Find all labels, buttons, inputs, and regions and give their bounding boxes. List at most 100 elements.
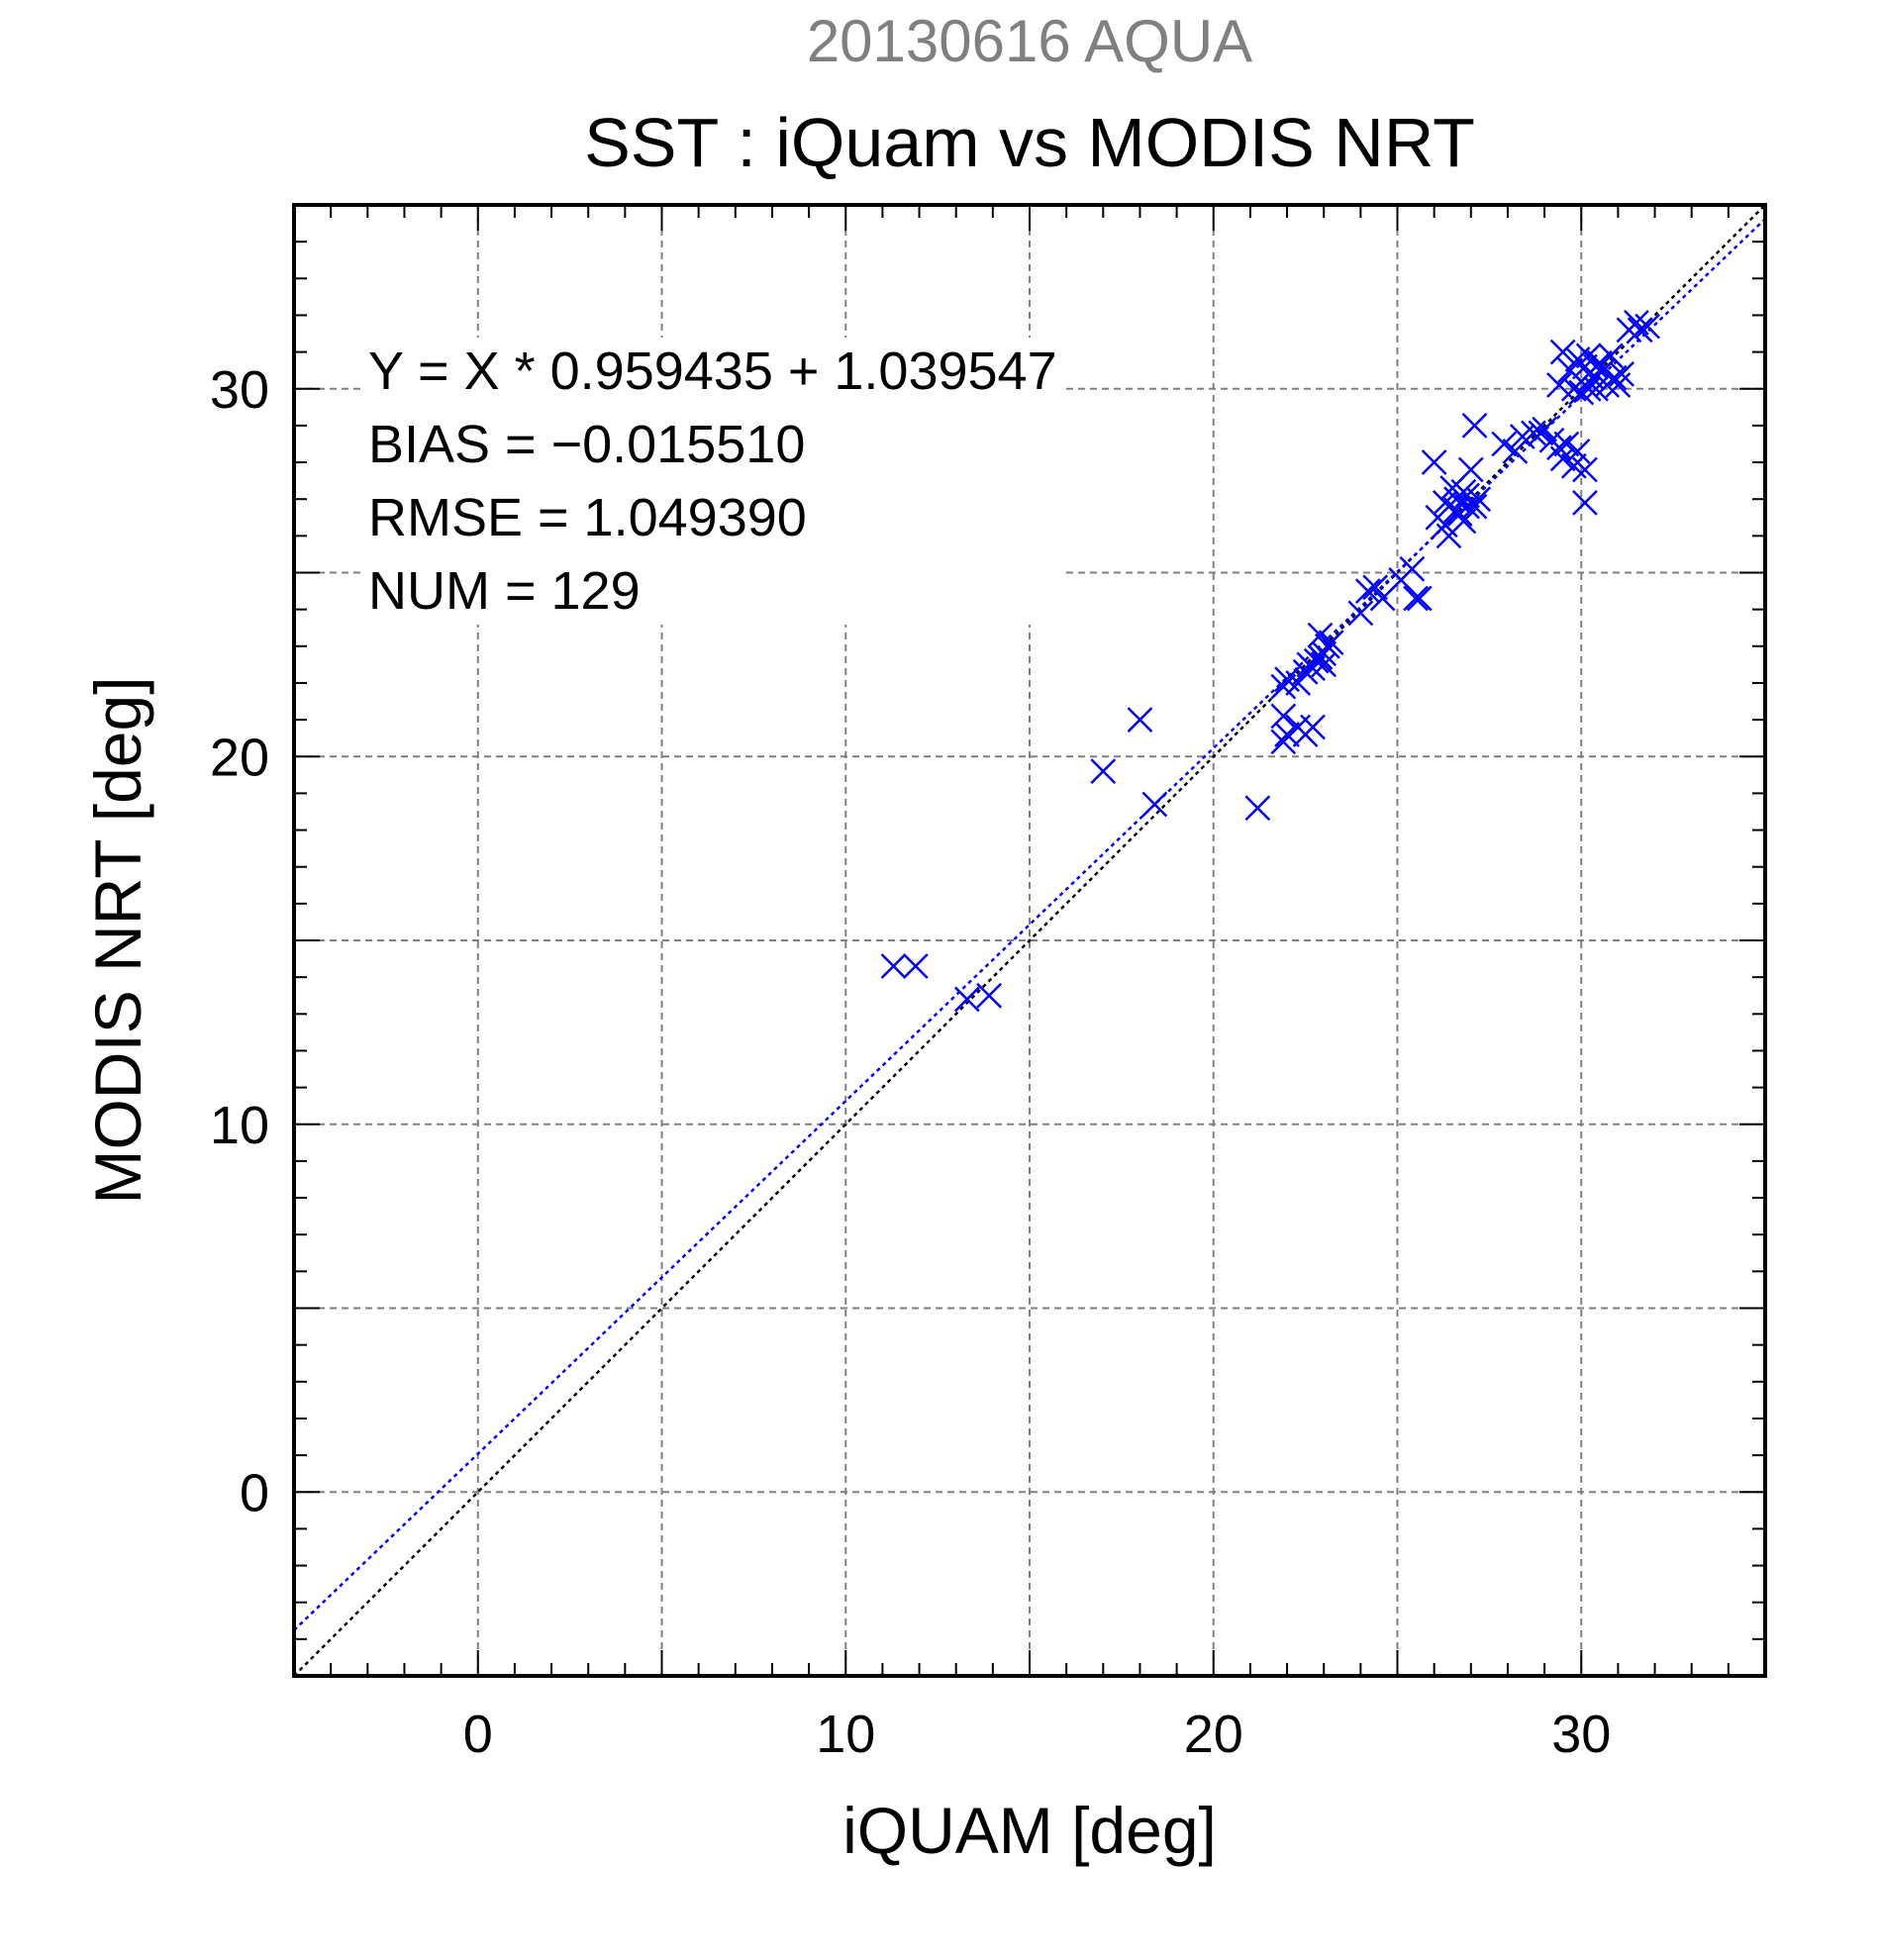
data-point-stroke: [1457, 456, 1484, 483]
data-point-stroke: [902, 953, 929, 979]
chart-suptitle: 20130616 AQUA: [807, 8, 1252, 74]
data-point-stroke: [1609, 361, 1634, 387]
data-point-stroke: [1421, 449, 1447, 475]
data-point: [1244, 795, 1271, 822]
stats-background: [362, 338, 1063, 625]
plot-frame: [292, 203, 1767, 1678]
data-point-stroke: [1406, 585, 1433, 612]
data-point: [1362, 574, 1389, 601]
data-point-stroke: [1572, 490, 1598, 516]
data-point: [1583, 353, 1609, 380]
data-point-stroke: [1362, 574, 1389, 601]
data-point-stroke: [1244, 795, 1271, 822]
data-point: [1553, 431, 1580, 457]
y-tick-labels: 0 10 20 30: [210, 360, 269, 1523]
data-point: [1354, 578, 1381, 604]
data-point: [1347, 600, 1374, 627]
x-tick-label: 0: [463, 1705, 493, 1764]
data-point: [1572, 456, 1598, 483]
data-point: [1300, 714, 1326, 740]
data-point-stroke: [1627, 317, 1653, 343]
data-point: [1461, 413, 1488, 439]
y-tick-label: 0: [240, 1463, 269, 1522]
x-tick-label: 30: [1551, 1705, 1611, 1764]
y-tick-label: 20: [210, 728, 269, 787]
data-point: [1090, 758, 1117, 784]
stats-annotation: Y = X * 0.959435 + 1.039547 BIAS = −0.01…: [362, 338, 1063, 625]
data-point-stroke: [976, 982, 1003, 1009]
data-point-stroke: [1141, 791, 1168, 818]
data-point-stroke: [1549, 445, 1576, 472]
data-point-stroke: [1090, 758, 1117, 784]
data-point: [1274, 722, 1300, 747]
data-point: [1127, 707, 1153, 733]
data-point-stroke: [1546, 372, 1572, 398]
data-point-stroke: [1450, 508, 1477, 535]
y-tick-label: 10: [210, 1096, 269, 1155]
x-tick-labels: 0 10 20 30: [463, 1705, 1612, 1764]
axis-ticks: [293, 204, 1766, 1677]
x-tick-label: 10: [816, 1705, 875, 1764]
data-point-stroke: [1583, 353, 1609, 380]
data-point: [1318, 630, 1344, 655]
data-point-stroke: [1549, 339, 1576, 365]
data-point-stroke: [1568, 379, 1595, 406]
data-point-stroke: [1465, 486, 1492, 513]
data-point-stroke: [1127, 707, 1153, 733]
data-point: [1270, 703, 1297, 730]
data-point: [953, 986, 980, 1013]
data-point-stroke: [1532, 416, 1557, 442]
data-point-stroke: [880, 953, 907, 979]
data-point: [1457, 456, 1484, 483]
data-point: [1450, 508, 1477, 535]
data-point-stroke: [1307, 622, 1334, 648]
data-point: [1141, 791, 1168, 818]
data-point: [1491, 431, 1518, 457]
data-point-stroke: [1454, 493, 1480, 520]
data-point: [1549, 339, 1576, 365]
data-point: [1421, 449, 1447, 475]
data-point-stroke: [1575, 343, 1602, 369]
data-point: [1311, 651, 1337, 678]
data-point-stroke: [1461, 413, 1488, 439]
chart-title: SST : iQuam vs MODIS NRT: [584, 104, 1475, 181]
data-point-stroke: [953, 986, 980, 1013]
data-point-stroke: [1572, 456, 1598, 483]
data-point-stroke: [1454, 482, 1480, 509]
x-axis-label: iQUAM [deg]: [842, 1794, 1217, 1867]
data-point-stroke: [1634, 313, 1661, 340]
data-point: [1627, 317, 1653, 343]
data-point-stroke: [1491, 431, 1518, 457]
data-point-stroke: [1553, 431, 1580, 457]
data-point: [1546, 372, 1572, 398]
data-point: [1601, 364, 1628, 391]
data-point: [1270, 673, 1297, 700]
data-point-stroke: [1403, 585, 1429, 612]
data-point-stroke: [1354, 578, 1381, 604]
data-points: [880, 309, 1661, 1013]
data-point-stroke: [1598, 343, 1624, 369]
stats-bias: BIAS = −0.015510: [368, 415, 805, 474]
identity-line: [294, 205, 1765, 1676]
stats-fit-equation: Y = X * 0.959435 + 1.039547: [368, 342, 1057, 401]
stats-rmse: RMSE = 1.049390: [368, 488, 807, 547]
data-point-stroke: [1624, 309, 1649, 336]
data-point-stroke: [1300, 714, 1326, 740]
data-point-stroke: [1601, 364, 1628, 391]
data-point: [1575, 375, 1602, 402]
data-point: [1465, 486, 1492, 513]
data-point-stroke: [1270, 703, 1297, 730]
reference-lines: [294, 205, 1765, 1676]
data-point-stroke: [1575, 375, 1602, 402]
data-point: [1399, 555, 1426, 582]
data-point: [902, 953, 929, 979]
data-point: [1568, 379, 1595, 406]
data-point: [976, 982, 1003, 1009]
data-point: [1549, 445, 1576, 472]
data-point-stroke: [1560, 452, 1587, 479]
data-point-stroke: [1274, 666, 1300, 693]
data-point-stroke: [1399, 555, 1426, 582]
data-point-stroke: [1311, 651, 1337, 678]
data-point: [1609, 361, 1634, 387]
